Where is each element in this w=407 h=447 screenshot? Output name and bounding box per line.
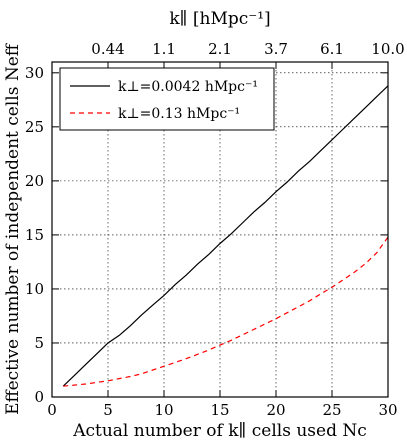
x-tick-label: 25: [322, 401, 341, 419]
y-axis-label: Effective number of independent cells Ne…: [3, 42, 23, 415]
top-x-tick-label: 10.0: [371, 40, 404, 58]
y-tick-label: 5: [34, 334, 44, 352]
x-tick-label: 20: [266, 401, 285, 419]
y-tick-label: 20: [25, 172, 44, 190]
series-line: [62, 85, 389, 387]
legend-box: [59, 67, 275, 131]
top-axis-label: k∥ [hMpc⁻¹]: [169, 9, 270, 29]
y-tick-label: 15: [25, 226, 44, 244]
top-x-tick-label: 1.1: [152, 40, 176, 58]
x-tick-label: 15: [210, 401, 229, 419]
legend-label: k⊥=0.13 hMpc⁻¹: [118, 106, 240, 122]
x-tick-label: 0: [47, 401, 57, 419]
legend: k⊥=0.0042 hMpc⁻¹ k⊥=0.13 hMpc⁻¹: [59, 67, 275, 131]
top-x-tick-label: 2.1: [208, 40, 232, 58]
x-tick-label: 30: [378, 401, 397, 419]
series-line: [63, 236, 389, 387]
series-group: [62, 85, 389, 387]
top-x-tick-label: 3.7: [264, 40, 288, 58]
x-tick-label: 10: [154, 401, 173, 419]
x-axis-label: Actual number of k∥ cells used Nc: [72, 421, 367, 441]
y-tick-label: 10: [25, 280, 44, 298]
top-x-tick-label: 0.44: [91, 40, 124, 58]
y-tick-label: 30: [25, 64, 44, 82]
top-x-tick-label: 6.1: [320, 40, 344, 58]
y-tick-label: 0: [34, 388, 44, 406]
y-tick-label: 25: [25, 118, 44, 136]
legend-label: k⊥=0.0042 hMpc⁻¹: [118, 79, 258, 95]
x-tick-label: 5: [103, 401, 113, 419]
tick-group: 0 5 10 15 20 25 30 0 5 10 15 20 25 30 0.44 1.1 2.1 3.7 6.1…: [25, 40, 405, 419]
